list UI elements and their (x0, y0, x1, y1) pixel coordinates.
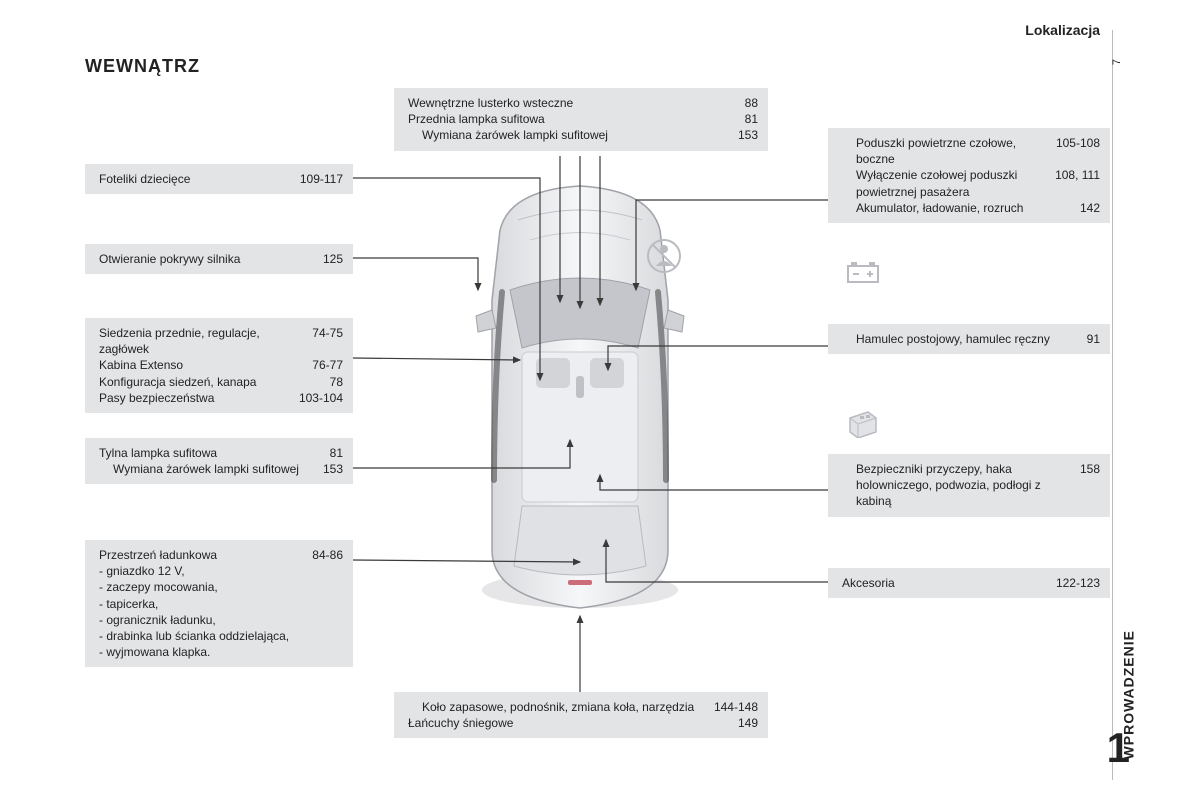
callout-label: Hamulec postojowy, hamulec ręczny (856, 331, 1069, 347)
callout-label: Bezpieczniki przyczepy, haka holowniczeg… (856, 461, 1062, 510)
callout-row: Przestrzeń ładunkowa 84-86 (99, 547, 343, 563)
callout-label: Poduszki powietrzne czołowe, boczne (856, 135, 1038, 167)
callout-page: 153 (323, 461, 343, 477)
bullet-item: drabinka lub ścianka oddzielająca, (99, 628, 343, 644)
callout-label: Przestrzeń ładunkowa (99, 547, 294, 563)
callout-label: Koło zapasowe, podnośnik, zmiana koła, n… (422, 699, 696, 715)
callout-page: 84-86 (312, 547, 343, 563)
callout-page: 149 (738, 715, 758, 731)
callout-row: Akumulator, ładowanie, rozruch 142 (842, 200, 1100, 216)
callout-label: Konfiguracja siedzeń, kanapa (99, 374, 312, 390)
callout-page: 122-123 (1056, 575, 1100, 591)
callout-label: Otwieranie pokrywy silnika (99, 251, 305, 267)
callout-label: Foteliki dziecięce (99, 171, 282, 187)
callout-page: 158 (1080, 461, 1100, 510)
callout-page: 81 (330, 445, 343, 461)
callout-row: Przednia lampka sufitowa 81 (408, 111, 758, 127)
callout-row: Wyłączenie czołowej poduszki powietrznej… (842, 167, 1100, 199)
callout-page: 76-77 (312, 357, 343, 373)
callout-row: Poduszki powietrzne czołowe, boczne 105-1… (842, 135, 1100, 167)
callout-page: 144-148 (714, 699, 758, 715)
callout-page: 142 (1080, 200, 1100, 216)
page-number: 7 (1111, 59, 1123, 65)
callout-page: 91 (1087, 331, 1100, 347)
bullet-item: ogranicznik ładunku, (99, 612, 343, 628)
bullet-item: tapicerka, (99, 596, 343, 612)
callout-label: Siedzenia przednie, regulacje, zagłówek (99, 325, 294, 357)
header-category: Lokalizacja (1025, 22, 1100, 38)
callout-row: Pasy bezpieczeństwa 103-104 (99, 390, 343, 406)
callout-box-bottom: Koło zapasowe, podnośnik, zmiana koła, n… (394, 692, 768, 738)
callout-page: 153 (738, 127, 758, 143)
bullet-item: gniazdko 12 V, (99, 563, 343, 579)
callout-label: Wyłączenie czołowej poduszki powietrznej… (856, 167, 1037, 199)
callout-label: Kabina Extenso (99, 357, 294, 373)
callout-box-r2: Hamulec postojowy, hamulec ręczny 91 (828, 324, 1110, 354)
callout-box-l3: Siedzenia przednie, regulacje, zagłówek 7… (85, 318, 353, 413)
callout-label: Akcesoria (842, 575, 1038, 591)
bullet-item: wyjmowana klapka. (99, 644, 343, 660)
callout-page: 108, 111 (1055, 167, 1100, 199)
callout-row: Konfiguracja siedzeń, kanapa 78 (99, 374, 343, 390)
callout-box-r4: Akcesoria 122-123 (828, 568, 1110, 598)
bullet-list: gniazdko 12 V,zaczepy mocowania,tapicerk… (99, 563, 343, 660)
callout-page: 74-75 (312, 325, 343, 357)
battery-icon (846, 260, 880, 284)
bullet-item: zaczepy mocowania, (99, 579, 343, 595)
callout-label: Tylna lampka sufitowa (99, 445, 312, 461)
callout-row: Wymiana żarówek lampki sufitowej 153 (99, 461, 343, 477)
page-title: WEWNĄTRZ (85, 56, 200, 77)
callout-box-l5: Przestrzeń ładunkowa 84-86gniazdko 12 V,z… (85, 540, 353, 667)
callout-row: Koło zapasowe, podnośnik, zmiana koła, n… (408, 699, 758, 715)
callout-row: Bezpieczniki przyczepy, haka holowniczeg… (842, 461, 1100, 510)
callout-page: 81 (745, 111, 758, 127)
callout-row: Kabina Extenso 76-77 (99, 357, 343, 373)
callout-page: 78 (330, 374, 343, 390)
callout-label: Wymiana żarówek lampki sufitowej (113, 461, 305, 477)
callout-label: Pasy bezpieczeństwa (99, 390, 281, 406)
callout-row: Akcesoria 122-123 (842, 575, 1100, 591)
callout-box-l4: Tylna lampka sufitowa81Wymiana żarówek l… (85, 438, 353, 484)
callout-box-r3: Bezpieczniki przyczepy, haka holowniczeg… (828, 454, 1110, 517)
callout-box-l2: Otwieranie pokrywy silnika 125 (85, 244, 353, 274)
callout-row: Otwieranie pokrywy silnika 125 (99, 251, 343, 267)
callout-row: Tylna lampka sufitowa 81 (99, 445, 343, 461)
callout-label: Łańcuchy śniegowe (408, 715, 720, 731)
callout-page: 88 (745, 95, 758, 111)
callout-page: 125 (323, 251, 343, 267)
callout-box-l1: Foteliki dziecięce 109-117 (85, 164, 353, 194)
fusebox-icon (846, 408, 880, 438)
callout-box-top: Wewnętrzne lusterko wsteczne88Przednia l… (394, 88, 768, 151)
callout-label: Wymiana żarówek lampki sufitowej (422, 127, 720, 143)
chapter-number: 1 (1107, 724, 1130, 772)
seatbelt-off-icon (646, 238, 682, 274)
callout-row: Hamulec postojowy, hamulec ręczny 91 (842, 331, 1100, 347)
callout-page: 109-117 (300, 171, 343, 187)
callout-row: Wewnętrzne lusterko wsteczne 88 (408, 95, 758, 111)
callout-label: Akumulator, ładowanie, rozruch (856, 200, 1062, 216)
callout-row: Foteliki dziecięce 109-117 (99, 171, 343, 187)
callout-row: Łańcuchy śniegowe 149 (408, 715, 758, 731)
callout-label: Przednia lampka sufitowa (408, 111, 727, 127)
callout-box-r1: Poduszki powietrzne czołowe, boczne 105-1… (828, 128, 1110, 223)
callout-page: 105-108 (1056, 135, 1100, 167)
callout-page: 103-104 (299, 390, 343, 406)
callout-row: Wymiana żarówek lampki sufitowej 153 (408, 127, 758, 143)
callout-label: Wewnętrzne lusterko wsteczne (408, 95, 727, 111)
callout-row: Siedzenia przednie, regulacje, zagłówek 7… (99, 325, 343, 357)
